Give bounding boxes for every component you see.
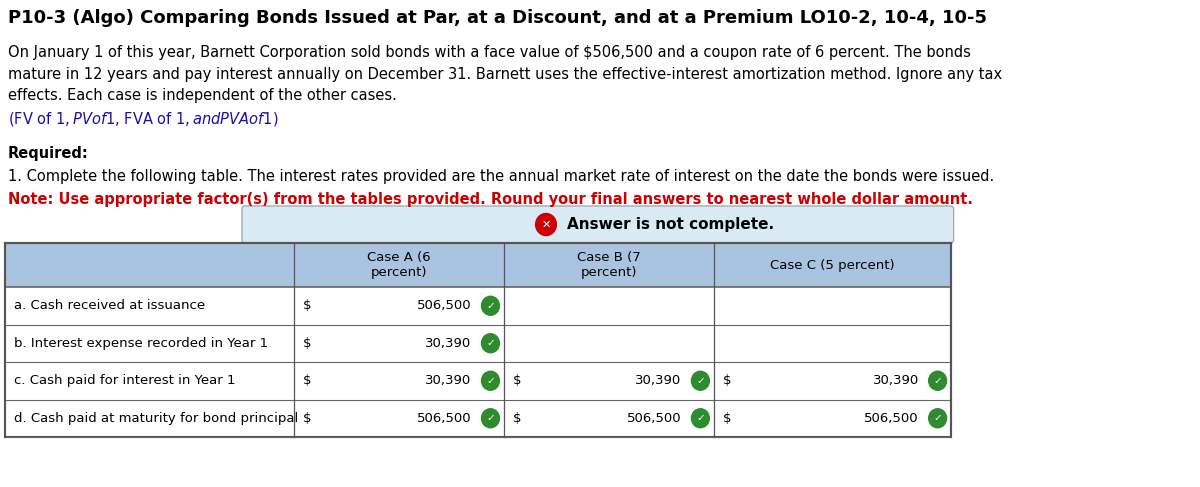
Circle shape	[481, 296, 499, 315]
FancyBboxPatch shape	[242, 206, 954, 243]
Text: ✓: ✓	[934, 413, 942, 423]
Text: 30,390: 30,390	[425, 337, 472, 350]
Text: (FV of $1, PV of $1, FVA of $1, and PVA of $1): (FV of $1, PV of $1, FVA of $1, and PVA …	[7, 110, 278, 128]
Text: Case C (5 percent): Case C (5 percent)	[770, 259, 894, 271]
Text: 30,390: 30,390	[635, 374, 682, 387]
Text: $: $	[722, 412, 732, 425]
Text: Note: Use appropriate factor(s) from the tables provided. Round your final answe: Note: Use appropriate factor(s) from the…	[7, 192, 972, 207]
Text: c. Cash paid for interest in Year 1: c. Cash paid for interest in Year 1	[14, 374, 235, 387]
Text: 506,500: 506,500	[864, 412, 919, 425]
Text: $: $	[304, 299, 312, 312]
FancyBboxPatch shape	[5, 243, 950, 287]
Text: effects. Each case is independent of the other cases.: effects. Each case is independent of the…	[7, 88, 396, 103]
Text: ✕: ✕	[541, 220, 551, 229]
Text: 30,390: 30,390	[872, 374, 919, 387]
Circle shape	[929, 371, 947, 390]
Text: $: $	[514, 412, 522, 425]
Circle shape	[481, 334, 499, 353]
Text: ✓: ✓	[486, 338, 494, 348]
Text: ✓: ✓	[486, 376, 494, 386]
Text: ✓: ✓	[486, 301, 494, 311]
Text: b. Interest expense recorded in Year 1: b. Interest expense recorded in Year 1	[14, 337, 269, 350]
Text: ✓: ✓	[486, 413, 494, 423]
Circle shape	[481, 371, 499, 390]
Circle shape	[481, 409, 499, 428]
Text: ✓: ✓	[934, 376, 942, 386]
Text: 1. Complete the following table. The interest rates provided are the annual mark: 1. Complete the following table. The int…	[7, 169, 994, 185]
Text: Answer is not complete.: Answer is not complete.	[566, 217, 774, 232]
Text: ✓: ✓	[696, 413, 704, 423]
Text: 506,500: 506,500	[418, 299, 472, 312]
Text: ✓: ✓	[696, 376, 704, 386]
Text: $: $	[304, 337, 312, 350]
Text: 506,500: 506,500	[418, 412, 472, 425]
Text: On January 1 of this year, Barnett Corporation sold bonds with a face value of $: On January 1 of this year, Barnett Corpo…	[7, 45, 971, 60]
Text: d. Cash paid at maturity for bond principal: d. Cash paid at maturity for bond princi…	[14, 412, 299, 425]
Circle shape	[535, 213, 557, 236]
Circle shape	[691, 371, 709, 390]
Text: 506,500: 506,500	[626, 412, 682, 425]
Text: $: $	[304, 374, 312, 387]
Text: $: $	[304, 412, 312, 425]
Text: $: $	[722, 374, 732, 387]
Text: a. Cash received at issuance: a. Cash received at issuance	[14, 299, 205, 312]
Circle shape	[691, 409, 709, 428]
Text: $: $	[514, 374, 522, 387]
Text: 30,390: 30,390	[425, 374, 472, 387]
Text: Required:: Required:	[7, 146, 89, 161]
Text: Case B (7
percent): Case B (7 percent)	[577, 251, 641, 279]
Circle shape	[929, 409, 947, 428]
Text: mature in 12 years and pay interest annually on December 31. Barnett uses the ef: mature in 12 years and pay interest annu…	[7, 67, 1002, 81]
Text: Case A (6
percent): Case A (6 percent)	[367, 251, 431, 279]
Text: P10-3 (Algo) Comparing Bonds Issued at Par, at a Discount, and at a Premium LO10: P10-3 (Algo) Comparing Bonds Issued at P…	[7, 9, 986, 27]
